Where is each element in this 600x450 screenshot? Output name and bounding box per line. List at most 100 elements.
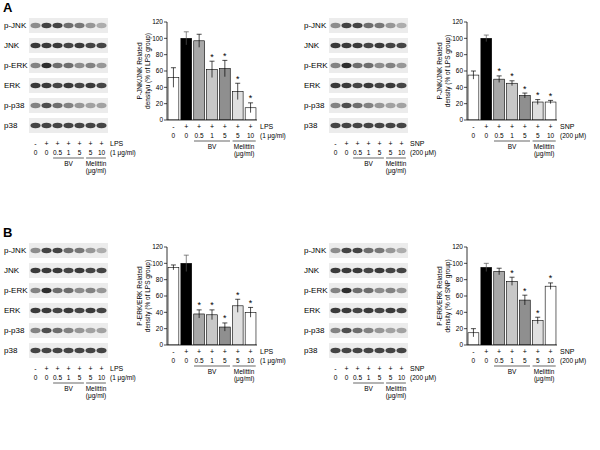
blot-row-label: p-p38	[4, 326, 25, 335]
dose-label: 0	[345, 149, 349, 156]
y-tick	[464, 38, 467, 39]
blot: p-JNKJNKp-ERKERKp-p38p38-++++++000.51551…	[4, 18, 136, 175]
dose-label: 0.5	[53, 374, 62, 381]
error-bar	[184, 32, 189, 45]
blot-band	[331, 43, 341, 49]
label-line: (μg/ml)	[534, 375, 554, 383]
group-bracket	[86, 158, 106, 159]
blot-band	[75, 103, 85, 109]
panel-letter: B	[3, 225, 12, 240]
blot-band	[86, 288, 96, 294]
blot-band	[342, 123, 352, 129]
y-tick	[164, 38, 167, 39]
blot-band	[42, 248, 52, 254]
treatment-sign: -	[334, 365, 337, 372]
y-tick	[164, 328, 167, 329]
blot-band	[386, 123, 396, 129]
bars	[168, 32, 256, 120]
blot-band	[386, 328, 396, 334]
treatment-sign: +	[236, 348, 240, 355]
blot-band	[64, 23, 74, 29]
y-tick	[164, 54, 167, 55]
label-line: P-JNK/JNK Related	[136, 42, 143, 99]
error-bar	[171, 68, 176, 88]
treatment-sign: +	[88, 365, 92, 372]
error-bar	[171, 265, 176, 270]
blot-band	[42, 83, 52, 89]
y-tick-label: 60	[456, 292, 464, 299]
blot-band	[375, 308, 385, 314]
treatment-sign: +	[184, 348, 188, 355]
blot-strip	[329, 78, 408, 93]
blot-band	[342, 63, 352, 69]
blot-band	[364, 308, 374, 314]
blot-band	[364, 288, 374, 294]
blot-band	[397, 268, 407, 274]
blot-band	[386, 288, 396, 294]
blot-band	[386, 23, 396, 29]
blot-row-label: p-ERK	[304, 61, 328, 70]
treatment-label: LPS	[260, 348, 274, 355]
treatment-sign: +	[66, 365, 70, 372]
treatment-unit: (1 μg/ml)	[260, 357, 286, 365]
bars	[468, 263, 556, 345]
treatment-label: SNP	[410, 365, 425, 372]
blot-strip	[329, 343, 408, 358]
y-tick-label: 40	[156, 84, 164, 91]
dose-label: 0.5	[353, 149, 362, 156]
treatment-unit: (1 μg/ml)	[110, 149, 136, 157]
blot-band	[386, 103, 396, 109]
blot-band	[64, 308, 74, 314]
blot-band	[42, 23, 52, 29]
blot-band	[353, 63, 363, 69]
blot-band	[397, 328, 407, 334]
blot-row-label: p-JNK	[304, 21, 327, 30]
blot-band	[31, 308, 41, 314]
blot-row-label: p-ERK	[304, 286, 328, 295]
bar	[468, 75, 479, 120]
blot-band	[31, 123, 41, 129]
treatment-sign: +	[549, 348, 553, 355]
treatment-sign: +	[399, 140, 403, 147]
blot-band	[31, 103, 41, 109]
treatment-unit: (200 μM)	[560, 357, 586, 365]
blot-band	[64, 63, 74, 69]
y-axis-label: P-ERK/ERK Relateddensity (% of LPS group…	[136, 260, 152, 332]
error-bar	[235, 299, 240, 312]
blot-band	[342, 268, 352, 274]
group-bracket	[494, 141, 530, 142]
dose-label: 1	[510, 132, 514, 139]
significance-mark: *	[523, 286, 527, 296]
dose-label: 0	[472, 357, 476, 364]
significance-mark: *	[197, 300, 201, 310]
blot-band	[64, 288, 74, 294]
dose-label: 5	[78, 149, 82, 156]
error-bar	[222, 323, 227, 331]
treatment-sign: +	[484, 123, 488, 130]
blot-band	[375, 103, 385, 109]
blot: p-JNKJNKp-ERKERKp-p38p38-++++++000.51551…	[304, 18, 436, 175]
blot-band	[97, 103, 107, 109]
blot-band	[331, 83, 341, 89]
treatment-sign: +	[355, 365, 359, 372]
blot-band	[53, 348, 63, 354]
group-bracket	[233, 141, 256, 142]
blot-band	[331, 248, 341, 254]
y-tick-label: 0	[459, 116, 463, 123]
label-line: (μg/ml)	[86, 167, 106, 175]
blot-band	[342, 103, 352, 109]
blot-band	[375, 123, 385, 129]
blot-band	[31, 348, 41, 354]
x-axis	[467, 345, 557, 346]
treatment-label: LPS	[110, 365, 124, 372]
blot-strip	[329, 323, 408, 338]
significance-mark: *	[210, 52, 214, 62]
blot-band	[31, 268, 41, 274]
dose-label: 5	[78, 374, 82, 381]
label-line: (μg/ml)	[534, 150, 554, 158]
blot-band	[353, 348, 363, 354]
blot-band	[53, 328, 63, 334]
x-axis	[467, 120, 557, 121]
blot-band	[86, 83, 96, 89]
y-tick	[464, 120, 467, 121]
